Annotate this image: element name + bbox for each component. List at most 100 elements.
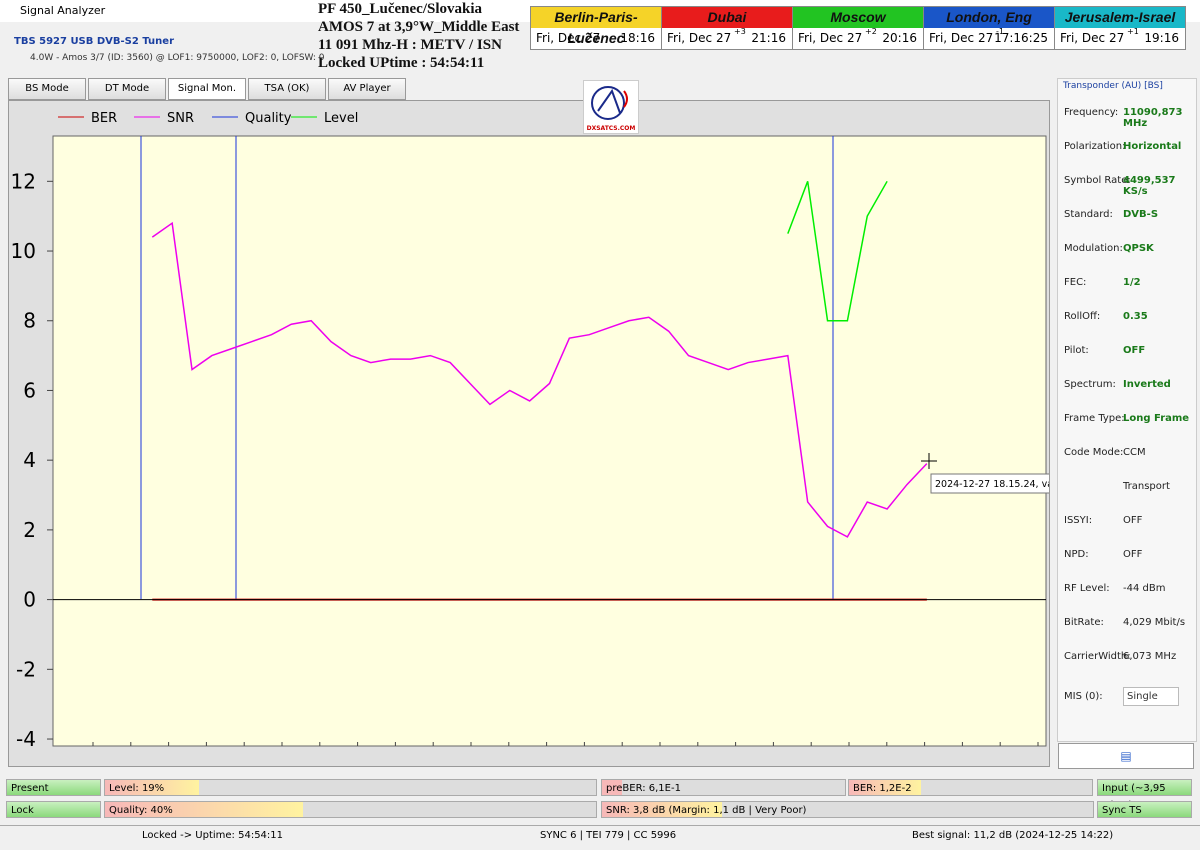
tab[interactable]: Signal Mon. bbox=[168, 78, 246, 100]
field-label: RollOff: bbox=[1064, 311, 1101, 322]
clock-city: Berlin-Paris-Lučenec bbox=[531, 7, 661, 46]
x-ticks bbox=[92, 742, 1039, 746]
clock-time: 21:16 bbox=[751, 31, 786, 45]
clock-offset: +1 bbox=[1127, 27, 1139, 36]
y-tick-label: 8 bbox=[23, 309, 36, 333]
field-value: -44 dBm bbox=[1123, 583, 1166, 594]
logo: DXSATCS.COM bbox=[583, 80, 639, 134]
field-label: Pilot: bbox=[1064, 345, 1089, 356]
clock-offset: +3 bbox=[734, 27, 746, 36]
status-field: Lock bbox=[6, 801, 101, 818]
clock-time: 17:16:25 bbox=[994, 31, 1048, 45]
footer-sync: SYNC 6 | TEI 779 | CC 5996 bbox=[540, 830, 677, 841]
status-field: SNR: 3,8 dB (Margin: 1,1 dB | Very Poor) bbox=[601, 801, 1094, 818]
field-label: Frequency: bbox=[1064, 107, 1119, 118]
field-label: RF Level: bbox=[1064, 583, 1110, 594]
clock: London, Eng Fri, Dec 27 -1 17:16:25 bbox=[923, 6, 1055, 50]
field-label: Standard: bbox=[1064, 209, 1113, 220]
status-field: Input (~3,95 Mbps) bbox=[1097, 779, 1192, 811]
field-label: Polarization: bbox=[1064, 141, 1126, 152]
clock-date: Fri, Dec 27 bbox=[929, 31, 994, 45]
status-field: Present bbox=[6, 779, 101, 796]
status-field: Sync TS bbox=[1097, 801, 1192, 818]
crosshair bbox=[921, 453, 937, 469]
clock-date: Fri, Dec 27 bbox=[1060, 31, 1125, 45]
field-label: FEC: bbox=[1064, 277, 1087, 288]
field-value: Long Frame bbox=[1123, 413, 1190, 424]
legend-label: SNR bbox=[167, 111, 194, 126]
footer-uptime: Locked -> Uptime: 54:54:11 bbox=[142, 830, 284, 841]
clock-time: 20:16 bbox=[882, 31, 917, 45]
clock-city: Jerusalem-Israel bbox=[1055, 7, 1185, 28]
tab[interactable]: DT Mode bbox=[88, 78, 166, 100]
clock-city: London, Eng bbox=[924, 7, 1054, 28]
field-value: DVB-S bbox=[1123, 209, 1159, 220]
tooltip-box bbox=[930, 473, 1049, 494]
clock-date: Fri, Dec 27 bbox=[667, 31, 732, 45]
field-value: QPSK bbox=[1123, 243, 1154, 254]
logo-text: DXSATCS.COM bbox=[586, 125, 636, 132]
field-label: Frame Type: bbox=[1064, 413, 1125, 424]
overlay-line: PF 450_Lučenec/Slovakia bbox=[318, 1, 483, 17]
field-value: Inverted bbox=[1123, 379, 1171, 390]
window-title: Signal Analyzer bbox=[20, 4, 106, 17]
field-label: BitRate: bbox=[1064, 617, 1104, 628]
tab[interactable]: BS Mode bbox=[8, 78, 86, 100]
field-value: 0.35 bbox=[1123, 311, 1148, 322]
field-value: 4499,537 KS/s bbox=[1123, 175, 1176, 197]
divider bbox=[0, 825, 1200, 826]
field-dropdown[interactable]: Single bbox=[1123, 687, 1179, 706]
field-label: Symbol Rate: bbox=[1064, 175, 1131, 186]
transponder-panel bbox=[1057, 78, 1197, 742]
overlay-line: AMOS 7 at 3,9°W_Middle East bbox=[318, 19, 520, 35]
series-line bbox=[787, 180, 888, 322]
field-value: Transport bbox=[1123, 481, 1170, 492]
tab[interactable]: TSA (OK) bbox=[248, 78, 326, 100]
y-tick-label: 12 bbox=[11, 169, 36, 193]
y-tick-label: -4 bbox=[16, 727, 36, 751]
clock-city: Dubai bbox=[662, 7, 792, 28]
clock-time: 18:16 bbox=[620, 31, 655, 45]
y-tick-label: -2 bbox=[16, 657, 36, 681]
field-value: OFF bbox=[1123, 549, 1143, 560]
clock-offset: -1 bbox=[996, 27, 1004, 36]
field-value: 11090,873 MHz bbox=[1123, 107, 1183, 129]
legend-label: Level bbox=[324, 111, 358, 126]
panel-title: Transponder (AU) [BS] bbox=[1063, 81, 1163, 91]
y-tick-label: 2 bbox=[23, 518, 36, 542]
y-tick-label: 10 bbox=[11, 239, 36, 263]
overlay-line: 11 091 Mhz-H : METV / ISN bbox=[318, 37, 502, 53]
footer-best: Best signal: 11,2 dB (2024-12-25 14:22) bbox=[912, 830, 1114, 841]
y-tick-label: 6 bbox=[23, 378, 36, 402]
clock: Dubai Fri, Dec 27 +3 21:16 bbox=[661, 6, 793, 50]
y-tick-label: 4 bbox=[23, 448, 36, 472]
panel-button[interactable]: ▤ bbox=[1058, 743, 1194, 769]
plot-area bbox=[52, 135, 1047, 747]
clock-city: Moscow bbox=[793, 7, 923, 28]
legend-label: Quality bbox=[245, 111, 292, 126]
tab[interactable]: AV Player bbox=[328, 78, 406, 100]
clock-date: Fri, Dec 27 bbox=[798, 31, 863, 45]
tooltip: 2024-12-27 18.15.24, value: 3,9000000953… bbox=[921, 453, 1050, 494]
clock: Jerusalem-Israel Fri, Dec 27 +1 19:16 bbox=[1054, 6, 1186, 50]
status-field: Level: 19% bbox=[104, 779, 597, 796]
field-value: CCM bbox=[1123, 447, 1146, 458]
tooltip-text: 2024-12-27 18.15.24, value: 3,9000000953… bbox=[935, 479, 1050, 490]
legend-label: BER bbox=[91, 111, 117, 126]
field-value: OFF bbox=[1123, 345, 1146, 356]
field-label: MIS (0): bbox=[1064, 691, 1103, 702]
logo-icon bbox=[591, 86, 628, 120]
field-value: Horizontal bbox=[1123, 141, 1182, 152]
field-value: 4,029 Mbit/s bbox=[1123, 617, 1186, 628]
status-field: preBER: 6,1E-1 bbox=[601, 779, 846, 796]
clock: Berlin-Paris-Lučenec Fri, Dec 27 18:16 bbox=[530, 6, 662, 50]
field-label: CarrierWidth: bbox=[1064, 651, 1131, 662]
field-label: Spectrum: bbox=[1064, 379, 1116, 390]
device-name: TBS 5927 USB DVB-S2 Tuner bbox=[14, 36, 174, 47]
field-value: OFF bbox=[1123, 515, 1143, 526]
clock-time: 19:16 bbox=[1144, 31, 1179, 45]
field-value: 1/2 bbox=[1123, 277, 1141, 288]
field-value: 6,073 MHz bbox=[1123, 651, 1177, 662]
field-label: NPD: bbox=[1064, 549, 1089, 560]
